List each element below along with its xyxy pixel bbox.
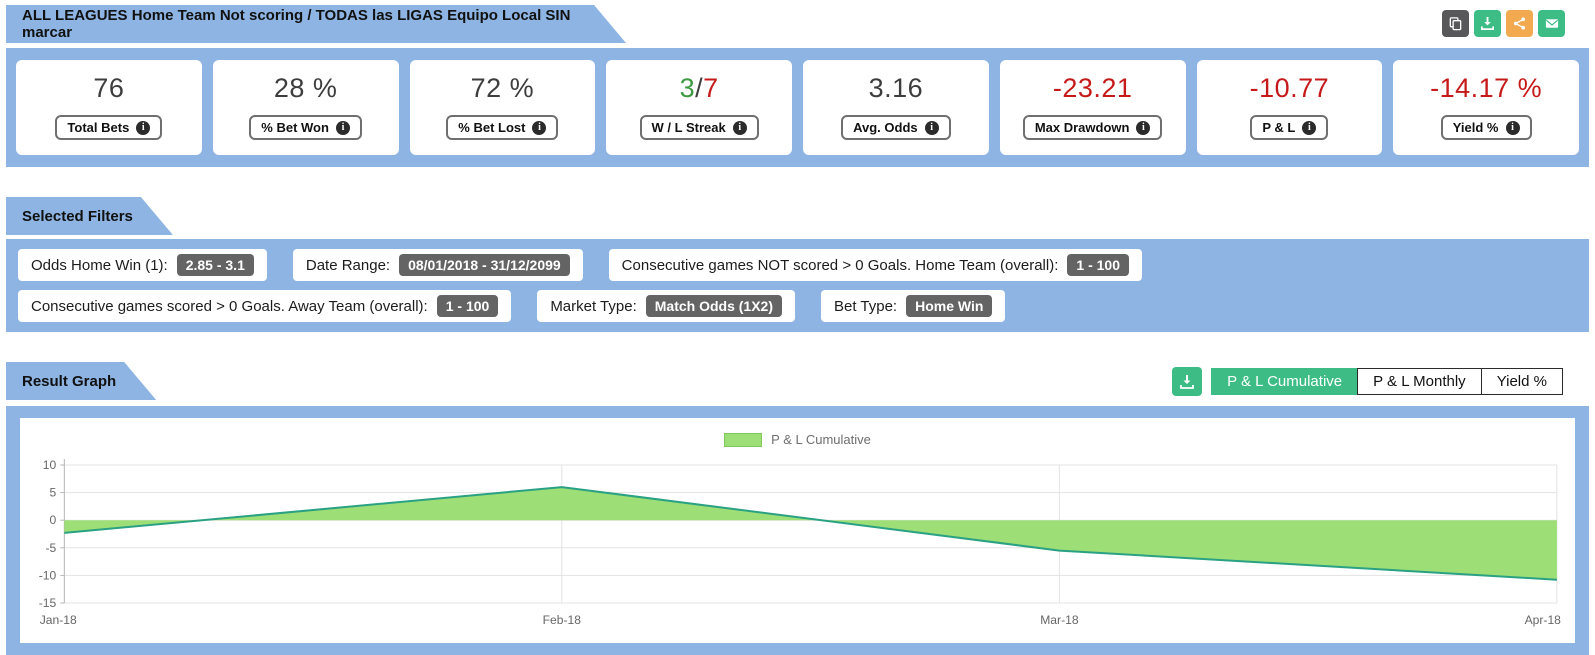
pl-cumulative-area-chart: 10 5 0 -5 -10 -15 Jan-18 Feb-18 Mar-18 Apr-18 [39, 458, 1562, 627]
stat-value: -23.21 [1052, 73, 1133, 103]
info-icon[interactable]: i [532, 120, 547, 135]
filter-row-1: Odds Home Win (1): 2.85 - 3.1 Date Range:… [18, 249, 1577, 281]
stat-card-wl-streak: 3/7 W / L Streak i [606, 60, 792, 155]
chart-inner: P & L Cumulative 10 5 0 -5 -10 -15 Jan-18 Feb-1… [20, 418, 1575, 643]
filter-odds-home-win: Odds Home Win (1): 2.85 - 3.1 [18, 249, 267, 281]
header-actions [1442, 10, 1565, 37]
stats-panel: 76 Total Bets i 28 % % Bet Won i 72 % % Be… [6, 48, 1589, 167]
info-icon[interactable]: i [732, 120, 747, 135]
stat-card-total-bets: 76 Total Bets i [16, 60, 202, 155]
svg-text:Feb-18: Feb-18 [543, 613, 582, 627]
stat-value: 3/7 [679, 73, 719, 103]
svg-text:Mar-18: Mar-18 [1040, 613, 1079, 627]
download-button[interactable] [1474, 10, 1501, 37]
svg-text:-10: -10 [39, 568, 57, 582]
selected-filters-title: Selected Filters [6, 197, 173, 235]
result-graph-header: Result Graph P & L Cumulative P & L Mont… [6, 362, 1589, 400]
stat-value: -10.77 [1249, 73, 1330, 103]
result-graph-title: Result Graph [6, 362, 156, 400]
stat-label-yield[interactable]: Yield % i [1440, 115, 1532, 140]
filter-value-badge: 08/01/2018 - 31/12/2099 [399, 254, 570, 276]
info-icon[interactable]: i [1505, 120, 1520, 135]
info-icon[interactable]: i [136, 120, 151, 135]
stat-value: 72 % [470, 73, 535, 103]
svg-text:5: 5 [50, 486, 57, 500]
tab-pl-monthly[interactable]: P & L Monthly [1357, 368, 1482, 395]
svg-text:-5: -5 [45, 541, 56, 555]
filter-value-badge: Match Odds (1X2) [645, 295, 782, 317]
svg-text:10: 10 [43, 458, 57, 472]
chart-wrap: 10 5 0 -5 -10 -15 Jan-18 Feb-18 Mar-18 Apr-18 [26, 457, 1569, 637]
tab-yield[interactable]: Yield % [1480, 368, 1563, 395]
download-icon [1480, 16, 1495, 31]
filter-bet-type: Bet Type: Home Win [821, 290, 1006, 322]
copy-icon [1448, 16, 1463, 31]
stat-label-avg-odds[interactable]: Avg. Odds i [841, 115, 951, 140]
chart-tab-group: P & L Cumulative P & L Monthly Yield % [1211, 368, 1563, 395]
filter-value-badge: 2.85 - 3.1 [176, 254, 254, 276]
filter-value-badge: 1 - 100 [1067, 254, 1129, 276]
svg-text:Jan-18: Jan-18 [40, 613, 77, 627]
stat-label-bet-won[interactable]: % Bet Won i [249, 115, 362, 140]
title-row: ALL LEAGUES Home Team Not scoring / TODA… [6, 5, 1589, 43]
graph-controls: P & L Cumulative P & L Monthly Yield % [1172, 367, 1589, 400]
stat-value: 28 % [273, 73, 338, 103]
email-button[interactable] [1538, 10, 1565, 37]
share-button[interactable] [1506, 10, 1533, 37]
share-icon [1512, 16, 1527, 31]
envelope-icon [1544, 16, 1560, 31]
legend-swatch [724, 432, 763, 447]
copy-button[interactable] [1442, 10, 1469, 37]
filter-consecutive-not-scored-home: Consecutive games NOT scored > 0 Goals. … [608, 249, 1142, 281]
stat-card-bet-won: 28 % % Bet Won i [212, 60, 399, 155]
info-icon[interactable]: i [924, 120, 939, 135]
stat-card-bet-lost: 72 % % Bet Lost i [409, 60, 596, 155]
stat-value: 3.16 [868, 73, 924, 103]
tab-pl-cumulative[interactable]: P & L Cumulative [1211, 368, 1359, 395]
stat-label-max-drawdown[interactable]: Max Drawdown i [1022, 115, 1163, 140]
stat-label-bet-lost[interactable]: % Bet Lost i [446, 115, 559, 140]
download-icon [1179, 374, 1195, 390]
stat-value: 76 [93, 73, 125, 103]
stat-card-yield: -14.17 % Yield % i [1393, 60, 1579, 155]
svg-text:0: 0 [50, 513, 57, 527]
stat-card-max-drawdown: -23.21 Max Drawdown i [999, 60, 1186, 155]
svg-text:-15: -15 [39, 596, 57, 610]
stat-value: -14.17 % [1430, 73, 1543, 103]
info-icon[interactable]: i [335, 120, 350, 135]
stat-label-wl-streak[interactable]: W / L Streak i [639, 115, 759, 140]
filter-date-range: Date Range: 08/01/2018 - 31/12/2099 [292, 249, 583, 281]
info-icon[interactable]: i [1302, 120, 1317, 135]
stat-label-total-bets[interactable]: Total Bets i [55, 115, 163, 140]
filter-value-badge: 1 - 100 [436, 295, 499, 317]
filter-market-type: Market Type: Match Odds (1X2) [537, 290, 795, 322]
stat-card-avg-odds: 3.16 Avg. Odds i [803, 60, 989, 155]
filter-row-2: Consecutive games scored > 0 Goals. Away… [18, 290, 1577, 322]
page-title: ALL LEAGUES Home Team Not scoring / TODA… [6, 5, 626, 43]
filter-consecutive-scored-away: Consecutive games scored > 0 Goals. Away… [18, 290, 512, 322]
chart-download-button[interactable] [1172, 367, 1203, 396]
chart-panel: P & L Cumulative 10 5 0 -5 -10 -15 Jan-18 Feb-1… [6, 406, 1589, 655]
svg-text:Apr-18: Apr-18 [1525, 613, 1562, 627]
chart-legend: P & L Cumulative [26, 432, 1569, 447]
info-icon[interactable]: i [1136, 120, 1151, 135]
legend-label: P & L Cumulative [771, 432, 871, 447]
filters-panel: Odds Home Win (1): 2.85 - 3.1 Date Range:… [6, 239, 1589, 332]
filter-value-badge: Home Win [906, 295, 993, 317]
